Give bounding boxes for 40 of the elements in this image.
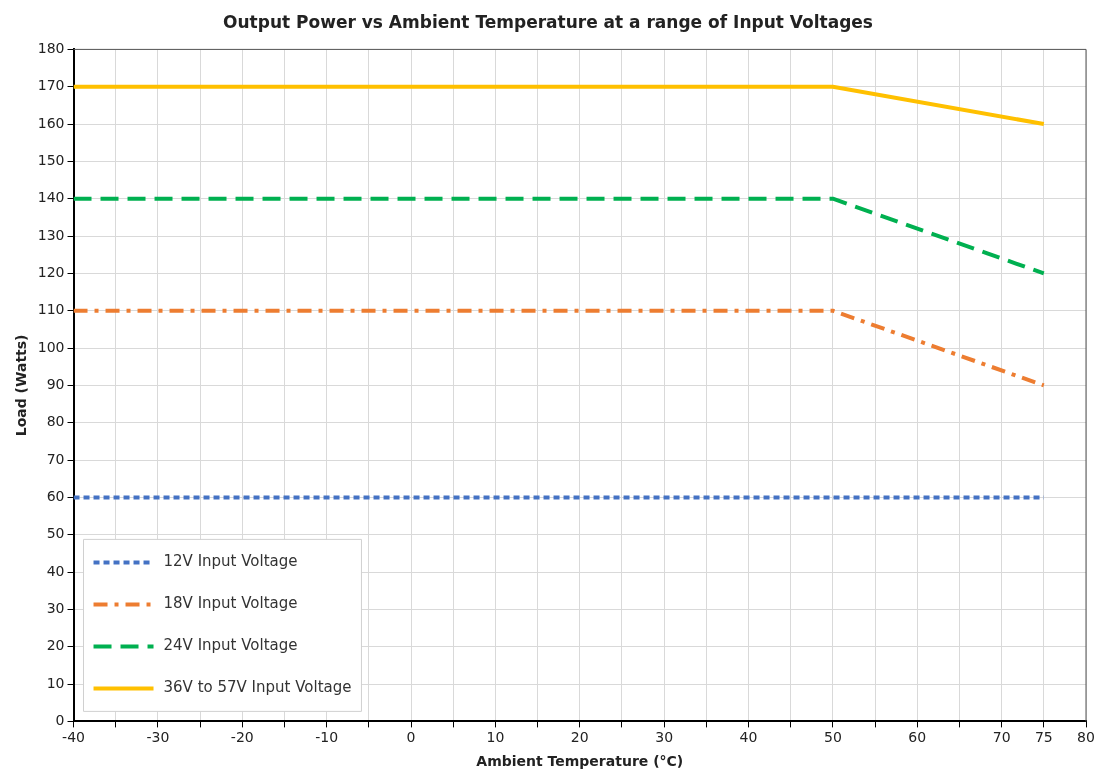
legend-label: 18V Input Voltage (163, 594, 298, 613)
x-tick-label: 30 (655, 729, 674, 746)
y-tick-label: 150 (37, 152, 65, 169)
y-tick-label: 50 (46, 525, 65, 542)
y-tick-label: 170 (37, 77, 65, 94)
y-tick-label: 90 (46, 376, 65, 393)
y-axis-title: Load (Watts) (13, 334, 30, 437)
x-tick-label: -30 (146, 729, 170, 746)
x-tick-label: 80 (1077, 729, 1095, 746)
x-tick-label: 20 (570, 729, 589, 746)
y-tick-label: 140 (37, 189, 65, 206)
y-tick-label: 180 (37, 40, 65, 57)
y-tick-label: 60 (46, 488, 65, 505)
y-tick-label: 40 (46, 562, 65, 579)
y-tick-label: 160 (37, 114, 65, 131)
x-tick-label: -20 (230, 729, 254, 746)
y-tick-label: 20 (46, 637, 65, 654)
y-tick-label: 80 (46, 413, 65, 430)
y-tick-label: 70 (46, 450, 65, 467)
x-tick-label: 75 (1034, 729, 1053, 746)
y-tick-label: 110 (37, 301, 65, 318)
x-tick-label: 0 (406, 729, 416, 746)
y-tick-label: 120 (37, 264, 65, 281)
y-tick-label: 0 (55, 712, 65, 729)
x-tick-label: 50 (823, 729, 842, 746)
legend-label: 12V Input Voltage (163, 552, 298, 571)
y-tick-label: 30 (46, 600, 65, 617)
x-axis-title: Ambient Temperature (°C) (476, 753, 684, 770)
chart-title: Output Power vs Ambient Temperature at a range of Input Voltages (223, 11, 873, 32)
x-tick-label: 10 (486, 729, 505, 746)
x-tick-label: -10 (315, 729, 339, 746)
y-tick-label: 10 (46, 674, 65, 691)
x-tick-label: -40 (62, 729, 85, 746)
y-tick-label: 130 (37, 226, 65, 243)
x-tick-label: 60 (908, 729, 927, 746)
y-tick-label: 100 (37, 338, 65, 355)
x-tick-label: 70 (992, 729, 1011, 746)
legend-label: 24V Input Voltage (163, 636, 298, 655)
x-tick-label: 40 (739, 729, 758, 746)
legend-label: 36V to 57V Input Voltage (163, 678, 352, 697)
